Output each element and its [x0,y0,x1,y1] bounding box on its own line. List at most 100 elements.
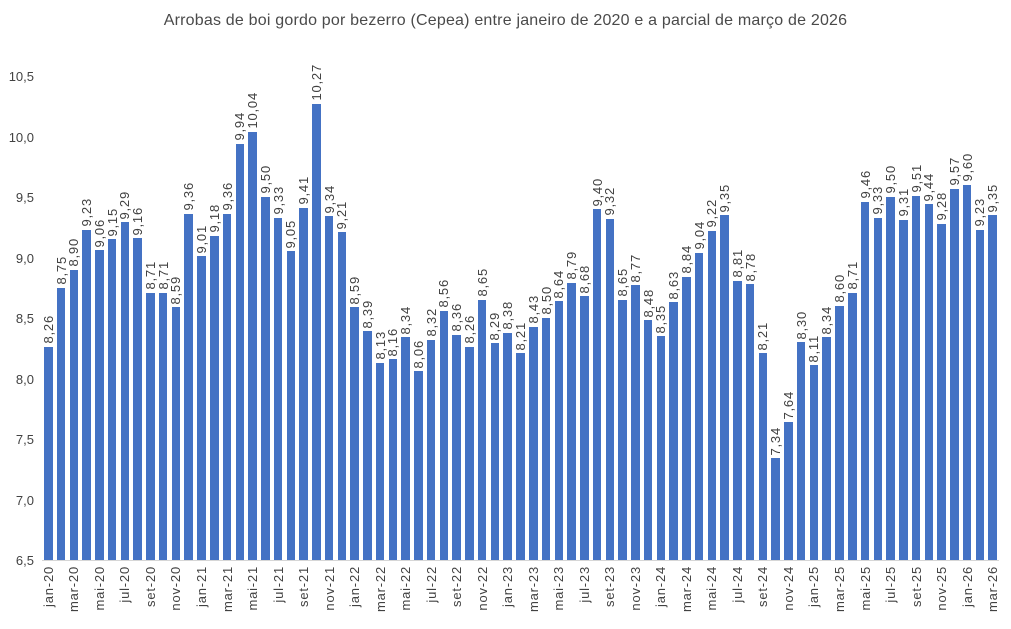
bar-value-label: 10,27 [308,64,324,101]
bar [541,318,551,560]
x-tick-label: nov-22 [474,566,490,611]
x-tick-label: nov-23 [627,566,643,611]
bar-value-label: 9,36 [181,182,197,211]
bar-value-label: 9,35 [717,183,733,213]
x-tick-label: mai-25 [857,566,873,611]
bar-value-label: 9,31 [895,188,911,217]
bar [120,222,130,560]
x-tick-label: nov-21 [321,566,337,611]
bar [516,353,525,560]
bar [618,299,627,560]
x-tick-label: mai-21 [245,566,261,611]
x-tick-label: mai-20 [91,566,107,611]
bar-value-label: 8,68 [576,264,592,294]
bar [656,336,666,560]
plot-area: 8,26 8,75 8,90 9,23 9,06 9,15 9,29 9,16 8,71 8,71… [40,64,1001,561]
x-tick-label: set-23 [602,566,618,607]
x-tick-label: mai-22 [398,566,414,611]
x-tick-label: mai-24 [704,566,720,611]
bar-value-label: 9,06 [91,218,107,248]
bar [835,305,844,560]
x-tick-label: nov-24 [780,566,796,611]
y-tick-label: 9,5 [15,190,34,205]
bar [911,195,921,560]
bar-value-label: 8,84 [678,245,694,274]
x-tick-label: mar-24 [678,566,694,612]
bar-value-label: 9,35 [985,183,1001,213]
bar [605,218,615,560]
bar [222,213,232,560]
bar-value-label: 9,36 [219,182,235,211]
bar [261,197,270,560]
bar-value-label: 7,34 [768,426,784,456]
bar-value-label: 8,78 [742,252,758,282]
x-tick-label: jan-26 [959,566,975,607]
bar [975,229,985,560]
bar-value-label: 8,71 [844,261,860,290]
bar-value-label: 8,06 [410,339,426,369]
x-tick-label: jul-25 [883,566,899,603]
bar [707,230,717,560]
x-tick-label: jan-23 [500,566,516,607]
bar-value-label: 9,33 [270,186,286,215]
bar-value-label: 8,77 [627,253,643,283]
bar [899,220,908,560]
x-tick-label: set-25 [908,566,924,607]
bar [299,207,308,560]
bar-value-label: 8,71 [142,261,158,290]
bar [503,332,512,560]
bar [809,365,819,560]
bar-value-label: 9,16 [130,206,146,236]
bar-value-label: 8,21 [513,321,528,351]
bar [312,103,321,560]
bar-value-label: 8,34 [819,305,835,335]
x-tick-label: jul-20 [117,566,133,603]
bar [745,284,755,560]
bar [426,339,436,560]
chart-title: Arrobas de boi gordo por bezerro (Cepea)… [163,12,848,29]
x-tick-label: jan-22 [347,566,363,607]
x-tick-label: set-22 [449,566,465,607]
bar-value-label: 8,34 [398,305,414,335]
bar [235,143,245,560]
bar [771,458,780,560]
bar-value-label: 9,28 [934,192,950,221]
bar-value-label: 8,43 [525,294,541,324]
bar [643,320,653,560]
bar [388,359,398,560]
bar-value-label: 9,32 [602,187,618,216]
bar [554,301,564,560]
bar [95,250,104,560]
bar [56,287,66,560]
bar-value-label: 9,05 [283,219,299,249]
bar-value-label: 8,59 [168,275,184,305]
x-tick-label: jul-22 [423,566,439,603]
bar-value-label: 8,26 [461,315,477,344]
bar [873,217,883,560]
x-tick-label: set-21 [296,566,312,607]
y-tick-label: 8,5 [15,311,34,326]
bar [324,216,334,560]
bar-value-label: 8,65 [474,268,490,297]
bar [567,282,576,560]
bar [363,331,372,560]
bar [286,251,296,560]
bar [107,239,117,560]
bar-value-label: 9,50 [257,165,273,194]
bar [784,422,793,560]
bar-value-label: 8,26 [40,315,56,344]
bar-value-label: 10,04 [245,92,261,129]
x-tick-label: jan-21 [194,566,209,607]
x-tick-label: jul-24 [729,566,745,603]
bar-value-label: 9,21 [334,200,350,230]
x-tick-label: mar-21 [219,566,235,612]
bar [350,307,359,560]
x-tick-label: mar-20 [66,566,82,612]
bar [337,232,347,560]
bar [452,334,461,560]
x-tick-label: jan-24 [653,566,669,607]
bar [248,131,257,560]
x-tick-label: mar-23 [525,566,541,612]
bar [860,201,870,560]
bar-value-label: 9,18 [206,204,222,233]
